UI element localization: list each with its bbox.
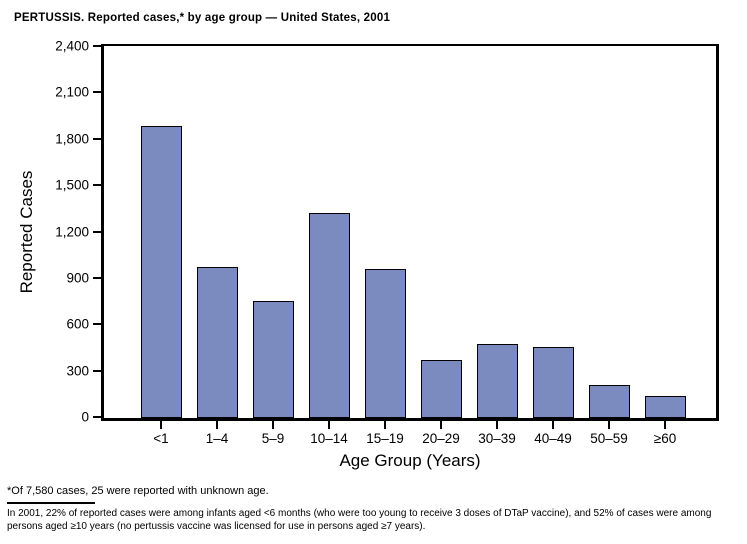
bar — [196, 267, 238, 418]
x-tick-label: <1 — [153, 431, 169, 446]
x-tick-label: 5–9 — [261, 431, 285, 446]
chart-title: PERTUSSIS. Reported cases,* by age group… — [14, 12, 391, 24]
y-axis-tick — [93, 231, 104, 233]
bar — [420, 360, 462, 418]
footnote-vaccine-detail: In 2001, 22% of reported cases were amon… — [7, 508, 712, 532]
y-axis-tick — [93, 370, 104, 372]
y-tick-label: 1,800 — [55, 131, 89, 147]
y-tick-label: 1,500 — [55, 177, 89, 193]
x-tick-label: ≥60 — [653, 431, 677, 446]
y-axis-tick — [93, 45, 104, 47]
x-axis-tick — [272, 418, 274, 429]
y-axis-tick — [93, 91, 104, 93]
y-axis-tick — [93, 138, 104, 140]
bar — [476, 344, 518, 418]
x-tick-label: 40–49 — [534, 431, 572, 446]
footnote-divider — [7, 502, 95, 504]
x-tick-label: 10–14 — [310, 431, 348, 446]
y-tick-label: 600 — [66, 316, 89, 332]
x-axis-tick — [664, 418, 666, 429]
y-tick-label: 0 — [81, 409, 89, 425]
x-axis-tick — [328, 418, 330, 429]
x-axis-tick — [216, 418, 218, 429]
bar — [644, 396, 686, 418]
x-tick-label: 1–4 — [205, 431, 229, 446]
x-axis-title: Age Group (Years) — [339, 451, 481, 470]
x-tick-label: 15–19 — [366, 431, 404, 446]
y-tick-label: 900 — [66, 270, 89, 286]
x-tick-label: 20–29 — [422, 431, 460, 446]
y-axis-tick — [93, 323, 104, 325]
x-tick-label: 30–39 — [478, 431, 516, 446]
bar — [308, 213, 350, 418]
footnote-unknown-age: *Of 7,580 cases, 25 were reported with u… — [7, 485, 269, 497]
x-tick-label: 50–59 — [590, 431, 628, 446]
y-tick-label: 2,100 — [55, 84, 89, 100]
x-axis-tick — [384, 418, 386, 429]
x-axis-tick — [440, 418, 442, 429]
y-tick-label: 300 — [66, 363, 89, 379]
y-axis-tick — [93, 277, 104, 279]
plot-area: 0 300 600 900 1,200 1,500 1,800 2,100 2,400 <1 1–4… — [55, 39, 719, 446]
bar — [588, 385, 630, 418]
bar — [532, 347, 574, 418]
x-axis-tick — [160, 418, 162, 429]
bar — [140, 126, 182, 418]
y-axis-tick — [93, 416, 104, 418]
x-axis-tick — [552, 418, 554, 429]
bar — [364, 269, 406, 418]
x-axis-tick — [496, 418, 498, 429]
y-tick-label: 2,400 — [55, 38, 89, 54]
y-axis-tick — [93, 184, 104, 186]
bar — [252, 301, 294, 418]
x-axis-tick — [608, 418, 610, 429]
y-axis-title: Reported Cases — [17, 170, 36, 294]
y-tick-label: 1,200 — [55, 224, 89, 240]
